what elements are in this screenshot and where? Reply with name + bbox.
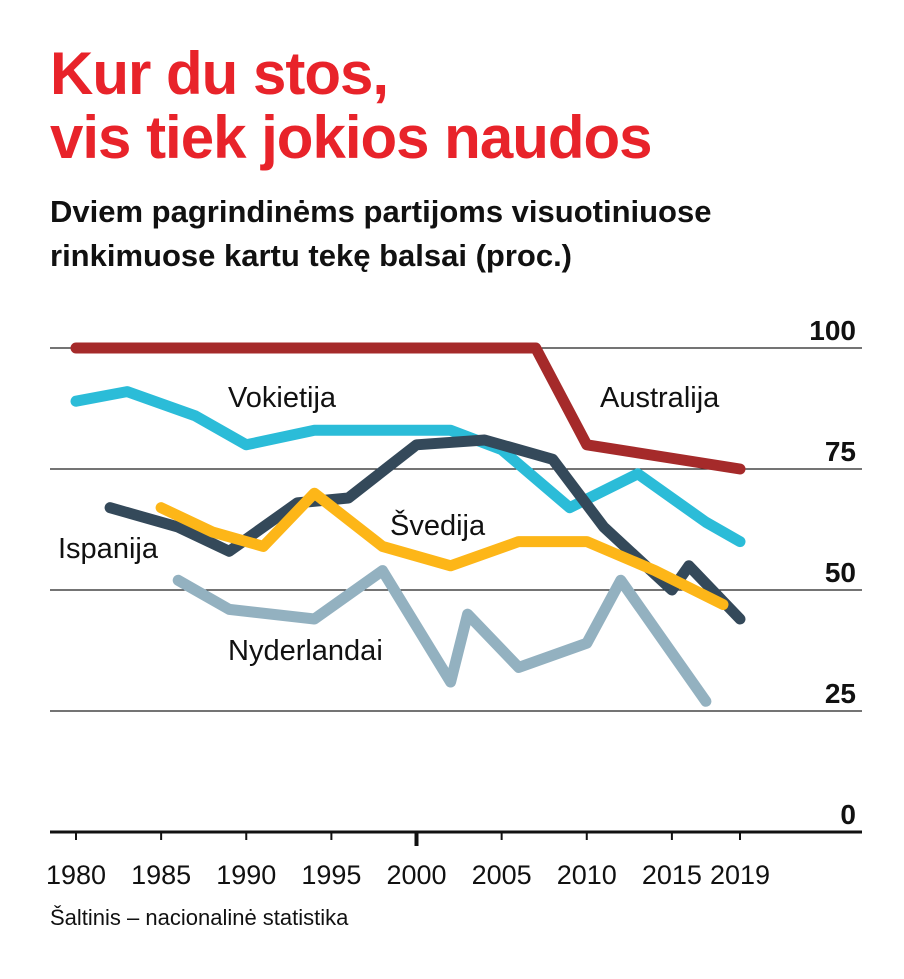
series-label-nyderlandai: Nyderlandai [228,635,383,667]
series-label-vokietija: Vokietija [228,382,337,414]
x-tick-label-1985: 1985 [131,860,191,890]
title-line-1: Kur du stos, [50,40,389,107]
title-line-2: vis tiek jokios naudos [50,104,653,171]
chart-subtitle: Dviem pagrindinėms partijoms visuotiniuo… [50,190,711,278]
series-line-švedija [155,487,729,610]
subtitle-line-2: rinkimuose kartu tekę balsai (proc.) [50,238,573,273]
x-tick-label-2005: 2005 [472,860,532,890]
chart-title: Kur du stos, vis tiek jokios naudos [50,40,653,171]
x-tick-label-1980: 1980 [46,860,106,890]
y-tick-label-0: 0 [840,799,856,830]
source-note: Šaltinis – nacionalinė statistika [50,905,349,930]
series-line-nyderlandai [172,565,712,707]
y-tick-label-50: 50 [825,557,856,588]
x-tick-label-2015: 2015 [642,860,702,890]
y-tick-label-100: 100 [809,315,856,346]
y-tick-label-75: 75 [825,436,856,467]
series-line-australija [70,342,746,475]
x-tick-label-1990: 1990 [216,860,276,890]
y-tick-label-25: 25 [825,678,856,709]
series-line-vokietija [70,386,746,548]
subtitle-line-1: Dviem pagrindinėms partijoms visuotiniuo… [50,194,712,229]
x-tick-label-2010: 2010 [557,860,617,890]
series-label-ispanija: Ispanija [58,533,159,565]
x-tick-label-2000: 2000 [386,860,446,890]
x-tick-label-2019: 2019 [710,860,770,890]
series-label-švedija: Švedija [390,508,486,542]
series-label-australija: Australija [600,382,720,414]
x-tick-label-1995: 1995 [301,860,361,890]
